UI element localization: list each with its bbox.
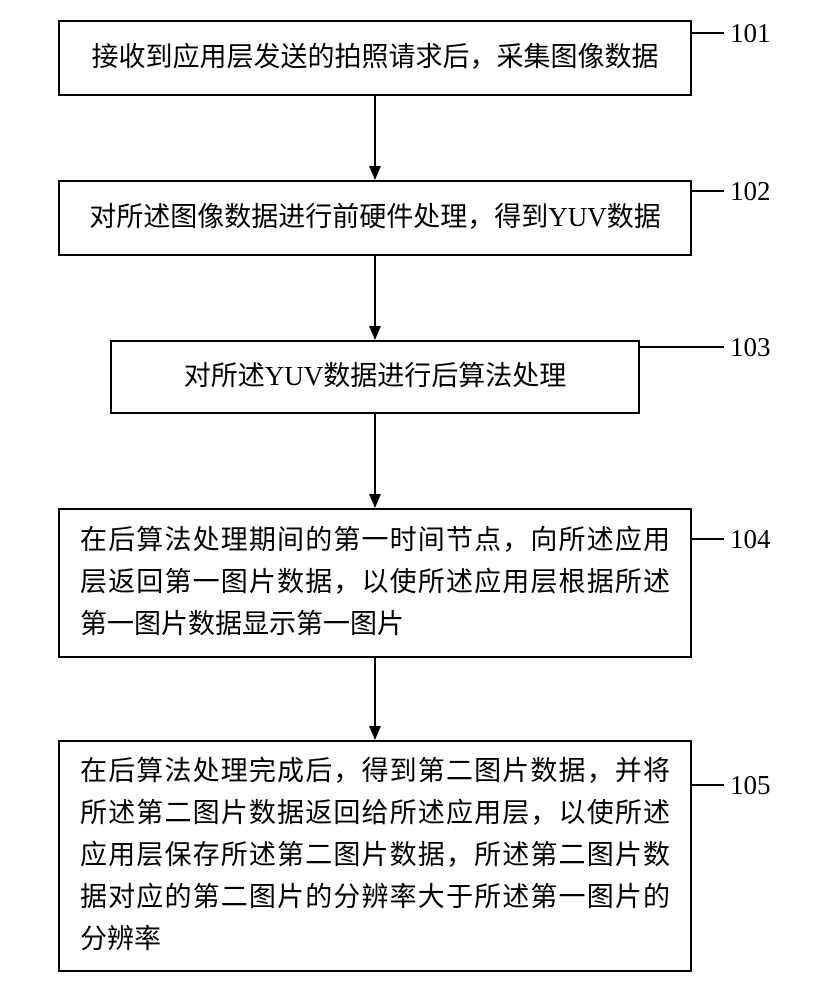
flow-node-label-n5: 105 bbox=[730, 770, 771, 801]
flow-node-label-n2: 102 bbox=[730, 176, 771, 207]
flow-node-text: 在后算法处理完成后，得到第二图片数据，并将所述第二图片数据返回给所述应用层，以使… bbox=[80, 751, 670, 960]
flow-node-n1: 接收到应用层发送的拍照请求后，采集图像数据 bbox=[58, 20, 692, 96]
flow-node-label-n4: 104 bbox=[730, 524, 771, 555]
flow-node-text: 对所述图像数据进行前硬件处理，得到YUV数据 bbox=[80, 197, 670, 239]
flow-node-text: 对所述YUV数据进行后算法处理 bbox=[132, 356, 618, 398]
flow-node-label-n3: 103 bbox=[730, 332, 771, 363]
flow-node-n4: 在后算法处理期间的第一时间节点，向所述应用层返回第一图片数据，以使所述应用层根据… bbox=[58, 508, 692, 658]
flowchart-canvas: 接收到应用层发送的拍照请求后，采集图像数据 101 对所述图像数据进行前硬件处理，得… bbox=[0, 0, 831, 1000]
flow-node-n5: 在后算法处理完成后，得到第二图片数据，并将所述第二图片数据返回给所述应用层，以使… bbox=[58, 740, 692, 972]
flow-node-n2: 对所述图像数据进行前硬件处理，得到YUV数据 bbox=[58, 180, 692, 256]
flow-node-text: 接收到应用层发送的拍照请求后，采集图像数据 bbox=[80, 37, 670, 79]
flow-node-label-n1: 101 bbox=[730, 18, 771, 49]
flow-node-text: 在后算法处理期间的第一时间节点，向所述应用层返回第一图片数据，以使所述应用层根据… bbox=[80, 520, 670, 646]
flow-node-n3: 对所述YUV数据进行后算法处理 bbox=[110, 340, 640, 414]
